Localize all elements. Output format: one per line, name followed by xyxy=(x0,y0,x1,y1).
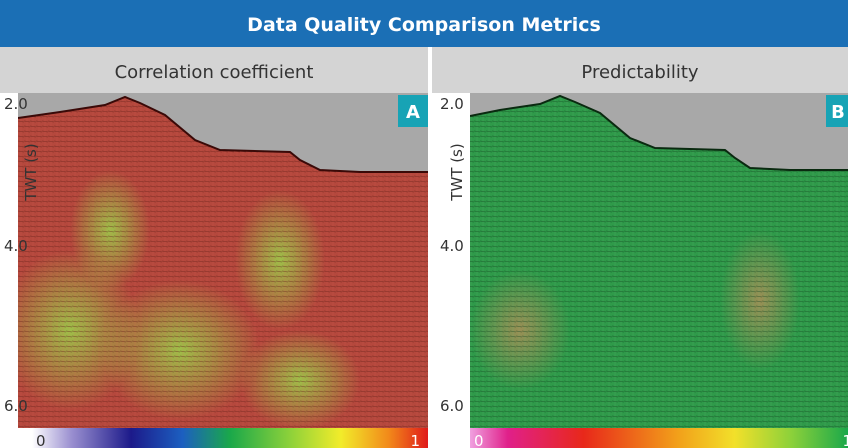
badge-label: B xyxy=(831,102,845,123)
panel-title: Correlation coefficient xyxy=(115,62,314,83)
y-tick-label: 6.0 xyxy=(4,397,28,415)
colorbar xyxy=(32,428,428,448)
seismic-image xyxy=(432,93,848,428)
y-tick-label: 2.0 xyxy=(4,95,28,113)
badge-label: A xyxy=(406,102,420,123)
title: Data Quality Comparison Metrics xyxy=(247,14,601,36)
colorbar-max: 1 xyxy=(410,432,420,448)
colorbar xyxy=(470,428,848,448)
y-tick-label: 4.0 xyxy=(4,237,28,255)
figure: Data Quality Comparison Metrics Correlat… xyxy=(0,0,848,448)
y-tick-label: 2.0 xyxy=(440,95,464,113)
divider xyxy=(428,47,432,448)
y-tick-label: 6.0 xyxy=(440,397,464,415)
y-axis-label: TWT (s) xyxy=(448,143,466,201)
colorbar-min: 0 xyxy=(36,432,46,448)
panel-title: Predictability xyxy=(581,62,699,83)
seismic-image xyxy=(0,93,428,430)
colorbar-max: 1 xyxy=(842,432,848,448)
y-tick-label: 4.0 xyxy=(440,237,464,255)
y-axis-label: TWT (s) xyxy=(22,143,40,201)
colorbar-min: 0 xyxy=(474,432,484,448)
